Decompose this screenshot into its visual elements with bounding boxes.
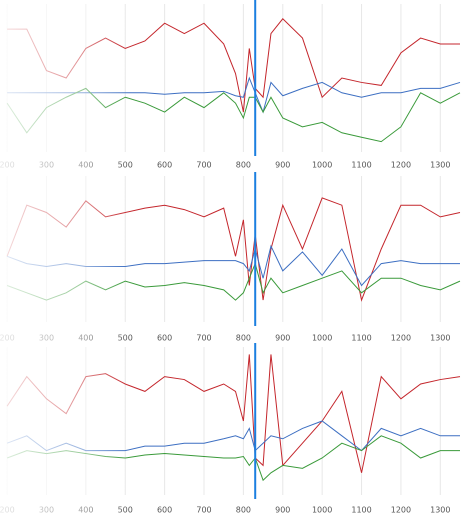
panel: 2003004005006007008009001000110012001300 xyxy=(0,343,461,518)
x-tick-label: 600 xyxy=(157,506,172,515)
x-tick-label: 1000 xyxy=(312,334,332,343)
x-tick-label: 1100 xyxy=(351,334,371,343)
x-tick-label: 600 xyxy=(157,161,172,170)
x-tick-label: 900 xyxy=(275,161,290,170)
x-tick-label: 700 xyxy=(196,506,211,515)
x-tick-label: 700 xyxy=(196,161,211,170)
x-tick-label: 1300 xyxy=(430,506,450,515)
fade-overlay xyxy=(0,0,130,173)
panel: 2003004005006007008009001000110012001300 xyxy=(0,0,461,173)
x-tick-label: 1200 xyxy=(391,161,411,170)
x-tick-label: 1100 xyxy=(351,161,371,170)
fade-overlay xyxy=(0,343,130,518)
x-tick-label: 1000 xyxy=(312,161,332,170)
x-tick-label: 800 xyxy=(236,506,251,515)
x-tick-label: 1100 xyxy=(351,506,371,515)
x-tick-label: 600 xyxy=(157,334,172,343)
x-tick-label: 900 xyxy=(275,334,290,343)
x-tick-label: 1200 xyxy=(391,506,411,515)
fade-overlay xyxy=(0,172,130,346)
x-tick-label: 800 xyxy=(236,161,251,170)
x-tick-label: 800 xyxy=(236,334,251,343)
x-tick-label: 1300 xyxy=(430,334,450,343)
x-tick-label: 1000 xyxy=(312,506,332,515)
x-tick-label: 700 xyxy=(196,334,211,343)
x-tick-label: 1200 xyxy=(391,334,411,343)
x-tick-label: 900 xyxy=(275,506,290,515)
panel: 2003004005006007008009001000110012001300 xyxy=(0,172,461,346)
x-tick-label: 1300 xyxy=(430,161,450,170)
